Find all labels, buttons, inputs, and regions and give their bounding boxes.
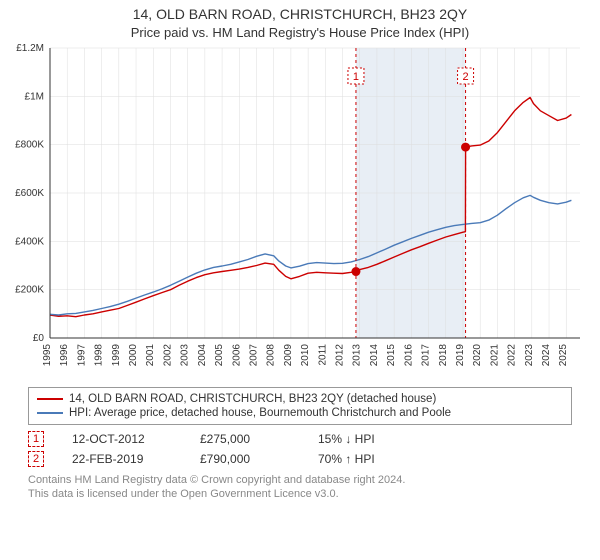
chart-titles: 14, OLD BARN ROAD, CHRISTCHURCH, BH23 2Q… (0, 0, 600, 40)
svg-text:2: 2 (463, 71, 469, 83)
marker-price: £275,000 (200, 432, 290, 446)
svg-text:2022: 2022 (507, 344, 518, 367)
chart-title-address: 14, OLD BARN ROAD, CHRISTCHURCH, BH23 2Q… (0, 6, 600, 22)
svg-text:1996: 1996 (59, 344, 70, 367)
svg-text:1995: 1995 (42, 344, 53, 367)
svg-text:2019: 2019 (455, 344, 466, 367)
svg-text:2020: 2020 (472, 344, 483, 367)
svg-text:2004: 2004 (197, 344, 208, 367)
svg-text:2014: 2014 (369, 344, 380, 367)
legend-label: 14, OLD BARN ROAD, CHRISTCHURCH, BH23 2Q… (69, 393, 436, 405)
svg-text:2025: 2025 (558, 344, 569, 367)
chart-subtitle: Price paid vs. HM Land Registry's House … (0, 25, 600, 40)
marker-price: £790,000 (200, 452, 290, 466)
svg-text:2006: 2006 (231, 344, 242, 367)
marker-row-1: 1 12-OCT-2012 £275,000 15% ↓ HPI (28, 429, 572, 449)
svg-text:£600K: £600K (15, 188, 44, 199)
svg-text:2015: 2015 (386, 344, 397, 367)
svg-text:2002: 2002 (162, 344, 173, 367)
svg-text:2001: 2001 (145, 344, 156, 367)
svg-text:£400K: £400K (15, 236, 44, 247)
legend-item-property: 14, OLD BARN ROAD, CHRISTCHURCH, BH23 2Q… (37, 392, 563, 406)
chart-footer: Contains HM Land Registry data © Crown c… (28, 473, 572, 502)
marker-pct: 70% ↑ HPI (318, 452, 388, 466)
svg-text:£800K: £800K (15, 140, 44, 151)
svg-text:2012: 2012 (335, 344, 346, 367)
transaction-markers: 1 12-OCT-2012 £275,000 15% ↓ HPI 2 22-FE… (28, 429, 572, 469)
footer-line1: Contains HM Land Registry data © Crown c… (28, 473, 572, 487)
svg-text:2011: 2011 (317, 344, 328, 366)
svg-text:2024: 2024 (541, 344, 552, 367)
svg-text:2018: 2018 (438, 344, 449, 367)
marker-date: 12-OCT-2012 (72, 432, 172, 446)
svg-text:2000: 2000 (128, 344, 139, 367)
legend-swatch (37, 412, 63, 414)
svg-text:2009: 2009 (283, 344, 294, 367)
svg-text:2008: 2008 (266, 344, 277, 367)
svg-text:£1M: £1M (25, 91, 44, 102)
svg-text:£200K: £200K (15, 285, 44, 296)
chart-legend: 14, OLD BARN ROAD, CHRISTCHURCH, BH23 2Q… (28, 387, 572, 425)
footer-line2: This data is licensed under the Open Gov… (28, 487, 572, 501)
legend-swatch (37, 398, 63, 400)
svg-text:2005: 2005 (214, 344, 225, 367)
svg-text:£0: £0 (33, 333, 45, 344)
svg-text:2017: 2017 (421, 344, 432, 367)
marker-badge: 2 (28, 451, 44, 467)
svg-text:2010: 2010 (300, 344, 311, 367)
svg-text:1: 1 (353, 71, 359, 83)
svg-text:1998: 1998 (94, 344, 105, 367)
marker-date: 22-FEB-2019 (72, 452, 172, 466)
price-chart: £0 £200K £400K £600K £800K £1M £1.2M 1995 1996 19… (0, 40, 600, 380)
svg-text:£1.2M: £1.2M (16, 43, 44, 54)
svg-text:2003: 2003 (180, 344, 191, 367)
svg-text:1997: 1997 (76, 344, 87, 367)
marker-pct: 15% ↓ HPI (318, 432, 388, 446)
svg-text:1999: 1999 (111, 344, 122, 367)
svg-text:2016: 2016 (403, 344, 414, 367)
legend-item-hpi: HPI: Average price, detached house, Bour… (37, 406, 563, 420)
svg-text:2013: 2013 (352, 344, 363, 367)
marker-badge: 1 (28, 431, 44, 447)
svg-text:2007: 2007 (248, 344, 259, 367)
marker-row-2: 2 22-FEB-2019 £790,000 70% ↑ HPI (28, 449, 572, 469)
svg-text:2023: 2023 (524, 344, 535, 367)
svg-text:2021: 2021 (489, 344, 500, 367)
legend-label: HPI: Average price, detached house, Bour… (69, 407, 451, 419)
